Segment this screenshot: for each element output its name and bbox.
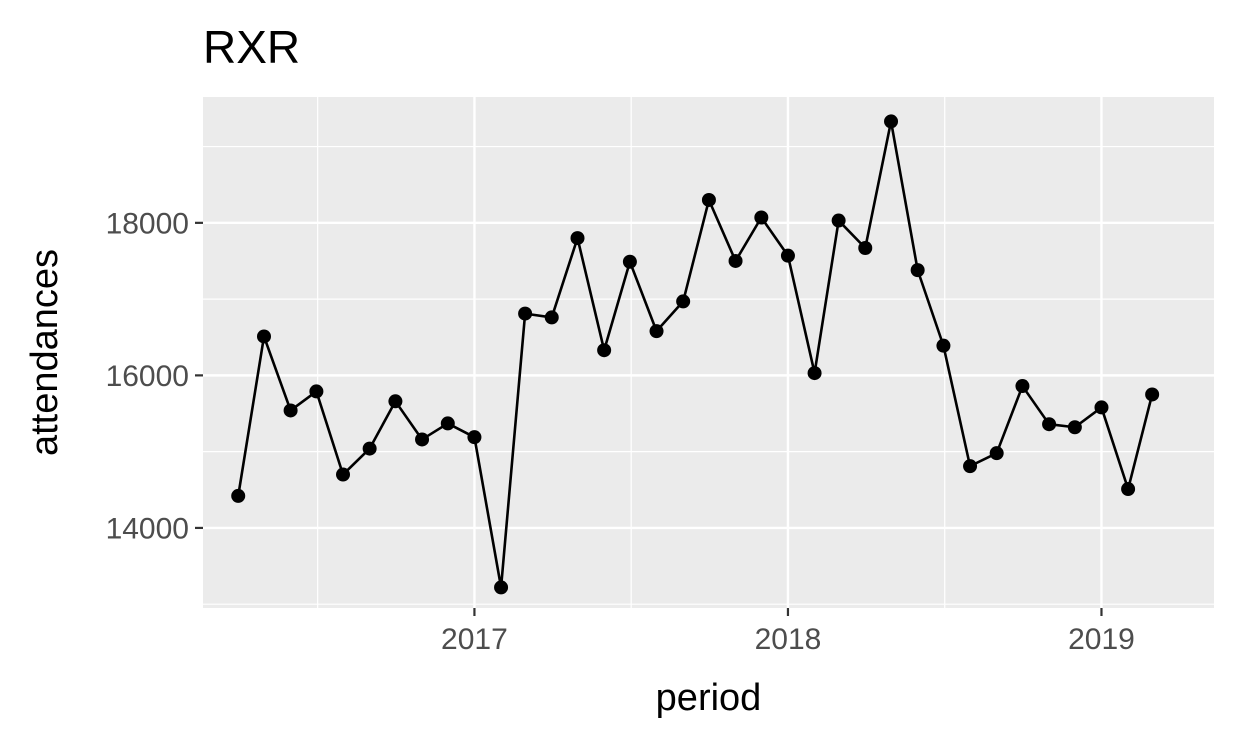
series-line	[236, 120, 1154, 589]
data-point	[884, 114, 899, 129]
y-tick-label: 18000	[106, 207, 189, 240]
y-axis-title: attendances	[24, 249, 66, 456]
y-tick-label: 16000	[106, 360, 189, 393]
data-point	[597, 343, 612, 358]
major-gridlines	[203, 97, 1214, 608]
data-point	[910, 263, 925, 278]
data-point	[936, 338, 951, 353]
data-point	[728, 253, 743, 268]
data-point	[388, 394, 403, 409]
data-point	[231, 488, 246, 503]
x-axis-tick-labels: 2017 2018 2019	[441, 623, 1135, 656]
data-point	[1094, 400, 1109, 415]
data-point	[415, 432, 430, 447]
data-point	[622, 254, 637, 269]
x-tick-label: 2017	[441, 623, 508, 656]
data-point	[1145, 387, 1160, 402]
data-point	[831, 213, 846, 228]
data-point	[362, 441, 377, 456]
data-point	[649, 324, 664, 339]
data-point	[754, 210, 769, 225]
data-point	[309, 384, 324, 399]
plot-panel	[203, 97, 1214, 608]
data-point	[1042, 417, 1057, 432]
data-point	[336, 467, 351, 482]
y-tick-label: 14000	[106, 512, 189, 545]
data-point	[467, 430, 482, 445]
chart-title: RXR	[203, 21, 300, 73]
data-point	[1121, 482, 1136, 497]
data-point	[963, 459, 978, 474]
data-point	[701, 192, 716, 207]
data-point	[858, 241, 873, 256]
data-point	[570, 231, 585, 246]
data-point	[518, 306, 533, 321]
series-attendances	[231, 114, 1160, 595]
data-point	[494, 580, 509, 595]
x-tick-label: 2018	[755, 623, 822, 656]
data-point	[283, 403, 298, 418]
data-point	[1067, 420, 1082, 435]
x-axis-ticks	[473, 608, 1103, 616]
x-tick-label: 2019	[1068, 623, 1135, 656]
data-point	[676, 294, 691, 309]
data-point	[989, 446, 1004, 461]
y-axis-tick-labels: 14000 16000 18000	[106, 207, 189, 545]
x-axis-title: period	[656, 677, 762, 719]
data-point	[807, 366, 822, 381]
data-point	[544, 310, 559, 325]
data-point	[1015, 379, 1030, 394]
data-point	[780, 248, 795, 263]
y-axis-ticks	[195, 221, 203, 530]
data-point	[256, 329, 271, 344]
data-point	[440, 416, 455, 431]
